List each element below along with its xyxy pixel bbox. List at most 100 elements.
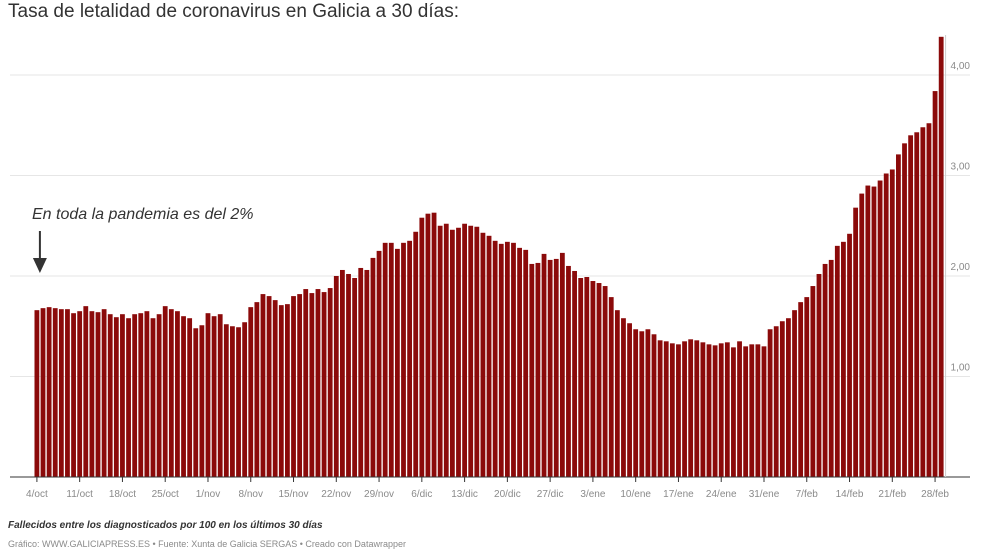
bar xyxy=(602,286,608,477)
bar xyxy=(853,207,859,477)
bar xyxy=(938,36,944,478)
x-tick-label: 10/ene xyxy=(620,489,651,500)
annotation-arrow-icon xyxy=(32,258,47,273)
bar xyxy=(101,309,107,477)
y-tick-label: 2,00 xyxy=(951,262,971,273)
bar xyxy=(364,269,370,477)
bar xyxy=(578,278,584,477)
bar xyxy=(449,229,455,477)
bar xyxy=(810,286,816,477)
x-tick-label: 21/feb xyxy=(878,489,906,500)
bar xyxy=(425,213,431,477)
bar xyxy=(914,132,920,477)
bar xyxy=(755,344,761,477)
bar xyxy=(242,322,248,477)
bar xyxy=(908,135,914,478)
chart-credit: Gráfico: WWW.GALICIAPRESS.ES • Fuente: X… xyxy=(8,539,406,549)
bar xyxy=(107,314,113,477)
bar xyxy=(584,277,590,477)
bar xyxy=(40,308,46,477)
bar xyxy=(113,317,119,477)
bar xyxy=(798,302,804,477)
bar xyxy=(205,313,211,477)
bar xyxy=(932,91,938,477)
bar xyxy=(52,308,58,477)
bar xyxy=(327,288,333,477)
bar xyxy=(376,250,382,478)
bar xyxy=(407,240,413,477)
x-tick-label: 13/dic xyxy=(451,489,478,500)
bar xyxy=(333,276,339,477)
x-tick-label: 11/oct xyxy=(66,489,93,500)
bar xyxy=(517,247,522,477)
bar xyxy=(633,329,639,477)
bar xyxy=(590,281,596,477)
bar xyxy=(486,235,492,477)
bar xyxy=(236,327,241,477)
bar xyxy=(480,232,486,477)
bar xyxy=(193,328,199,477)
bar xyxy=(541,253,547,477)
bar xyxy=(871,186,877,477)
chart-title: Tasa de letalidad de coronavirus en Gali… xyxy=(8,1,459,22)
bar xyxy=(462,223,467,477)
bar xyxy=(474,226,480,477)
bar xyxy=(132,314,138,477)
x-tick-label: 27/dic xyxy=(537,489,564,500)
bar xyxy=(401,242,406,477)
x-tick-label: 22/nov xyxy=(321,489,351,500)
bar xyxy=(388,242,394,477)
bar xyxy=(621,318,626,477)
bar xyxy=(431,212,437,477)
annotation-layer: En toda la pandemia es del 2% xyxy=(32,206,253,273)
bar xyxy=(492,240,498,477)
bar xyxy=(596,283,602,477)
bar xyxy=(144,311,150,477)
bar xyxy=(627,323,632,477)
bar xyxy=(834,245,840,477)
bar xyxy=(181,316,186,477)
bar xyxy=(382,242,388,477)
bar xyxy=(859,193,865,477)
bar xyxy=(608,297,614,477)
bar xyxy=(511,242,516,477)
chart-footnote: Fallecidos entre los diagnosticados por … xyxy=(8,520,323,531)
bar xyxy=(266,296,272,477)
bar xyxy=(285,304,290,477)
bar xyxy=(272,300,278,477)
bar xyxy=(346,273,351,477)
bar xyxy=(321,292,327,477)
bar xyxy=(669,343,675,477)
bar xyxy=(394,248,400,477)
bar xyxy=(309,293,315,477)
bar xyxy=(83,306,89,477)
bar xyxy=(902,143,907,477)
bar xyxy=(547,259,553,477)
bar xyxy=(120,314,125,477)
bar xyxy=(168,309,174,477)
bar xyxy=(663,341,669,477)
bar xyxy=(340,269,345,477)
bar xyxy=(828,259,834,477)
bar xyxy=(352,278,358,477)
x-tick-label: 3/ene xyxy=(580,489,605,500)
x-tick-label: 4/oct xyxy=(26,489,48,500)
x-tick-label: 17/ene xyxy=(663,489,694,500)
bar xyxy=(889,169,895,477)
bar xyxy=(199,325,205,477)
bar xyxy=(278,305,284,477)
bar xyxy=(865,185,871,478)
bar xyxy=(95,312,101,477)
bar xyxy=(370,257,376,477)
bar xyxy=(211,316,217,477)
bar xyxy=(315,289,321,477)
x-tick-label: 29/nov xyxy=(364,489,394,500)
bar xyxy=(175,311,180,477)
bar xyxy=(572,270,577,477)
bar xyxy=(816,273,822,477)
bar xyxy=(694,340,700,477)
bar xyxy=(804,297,810,477)
bar xyxy=(920,127,926,477)
bar xyxy=(230,326,235,477)
bar xyxy=(724,342,730,477)
